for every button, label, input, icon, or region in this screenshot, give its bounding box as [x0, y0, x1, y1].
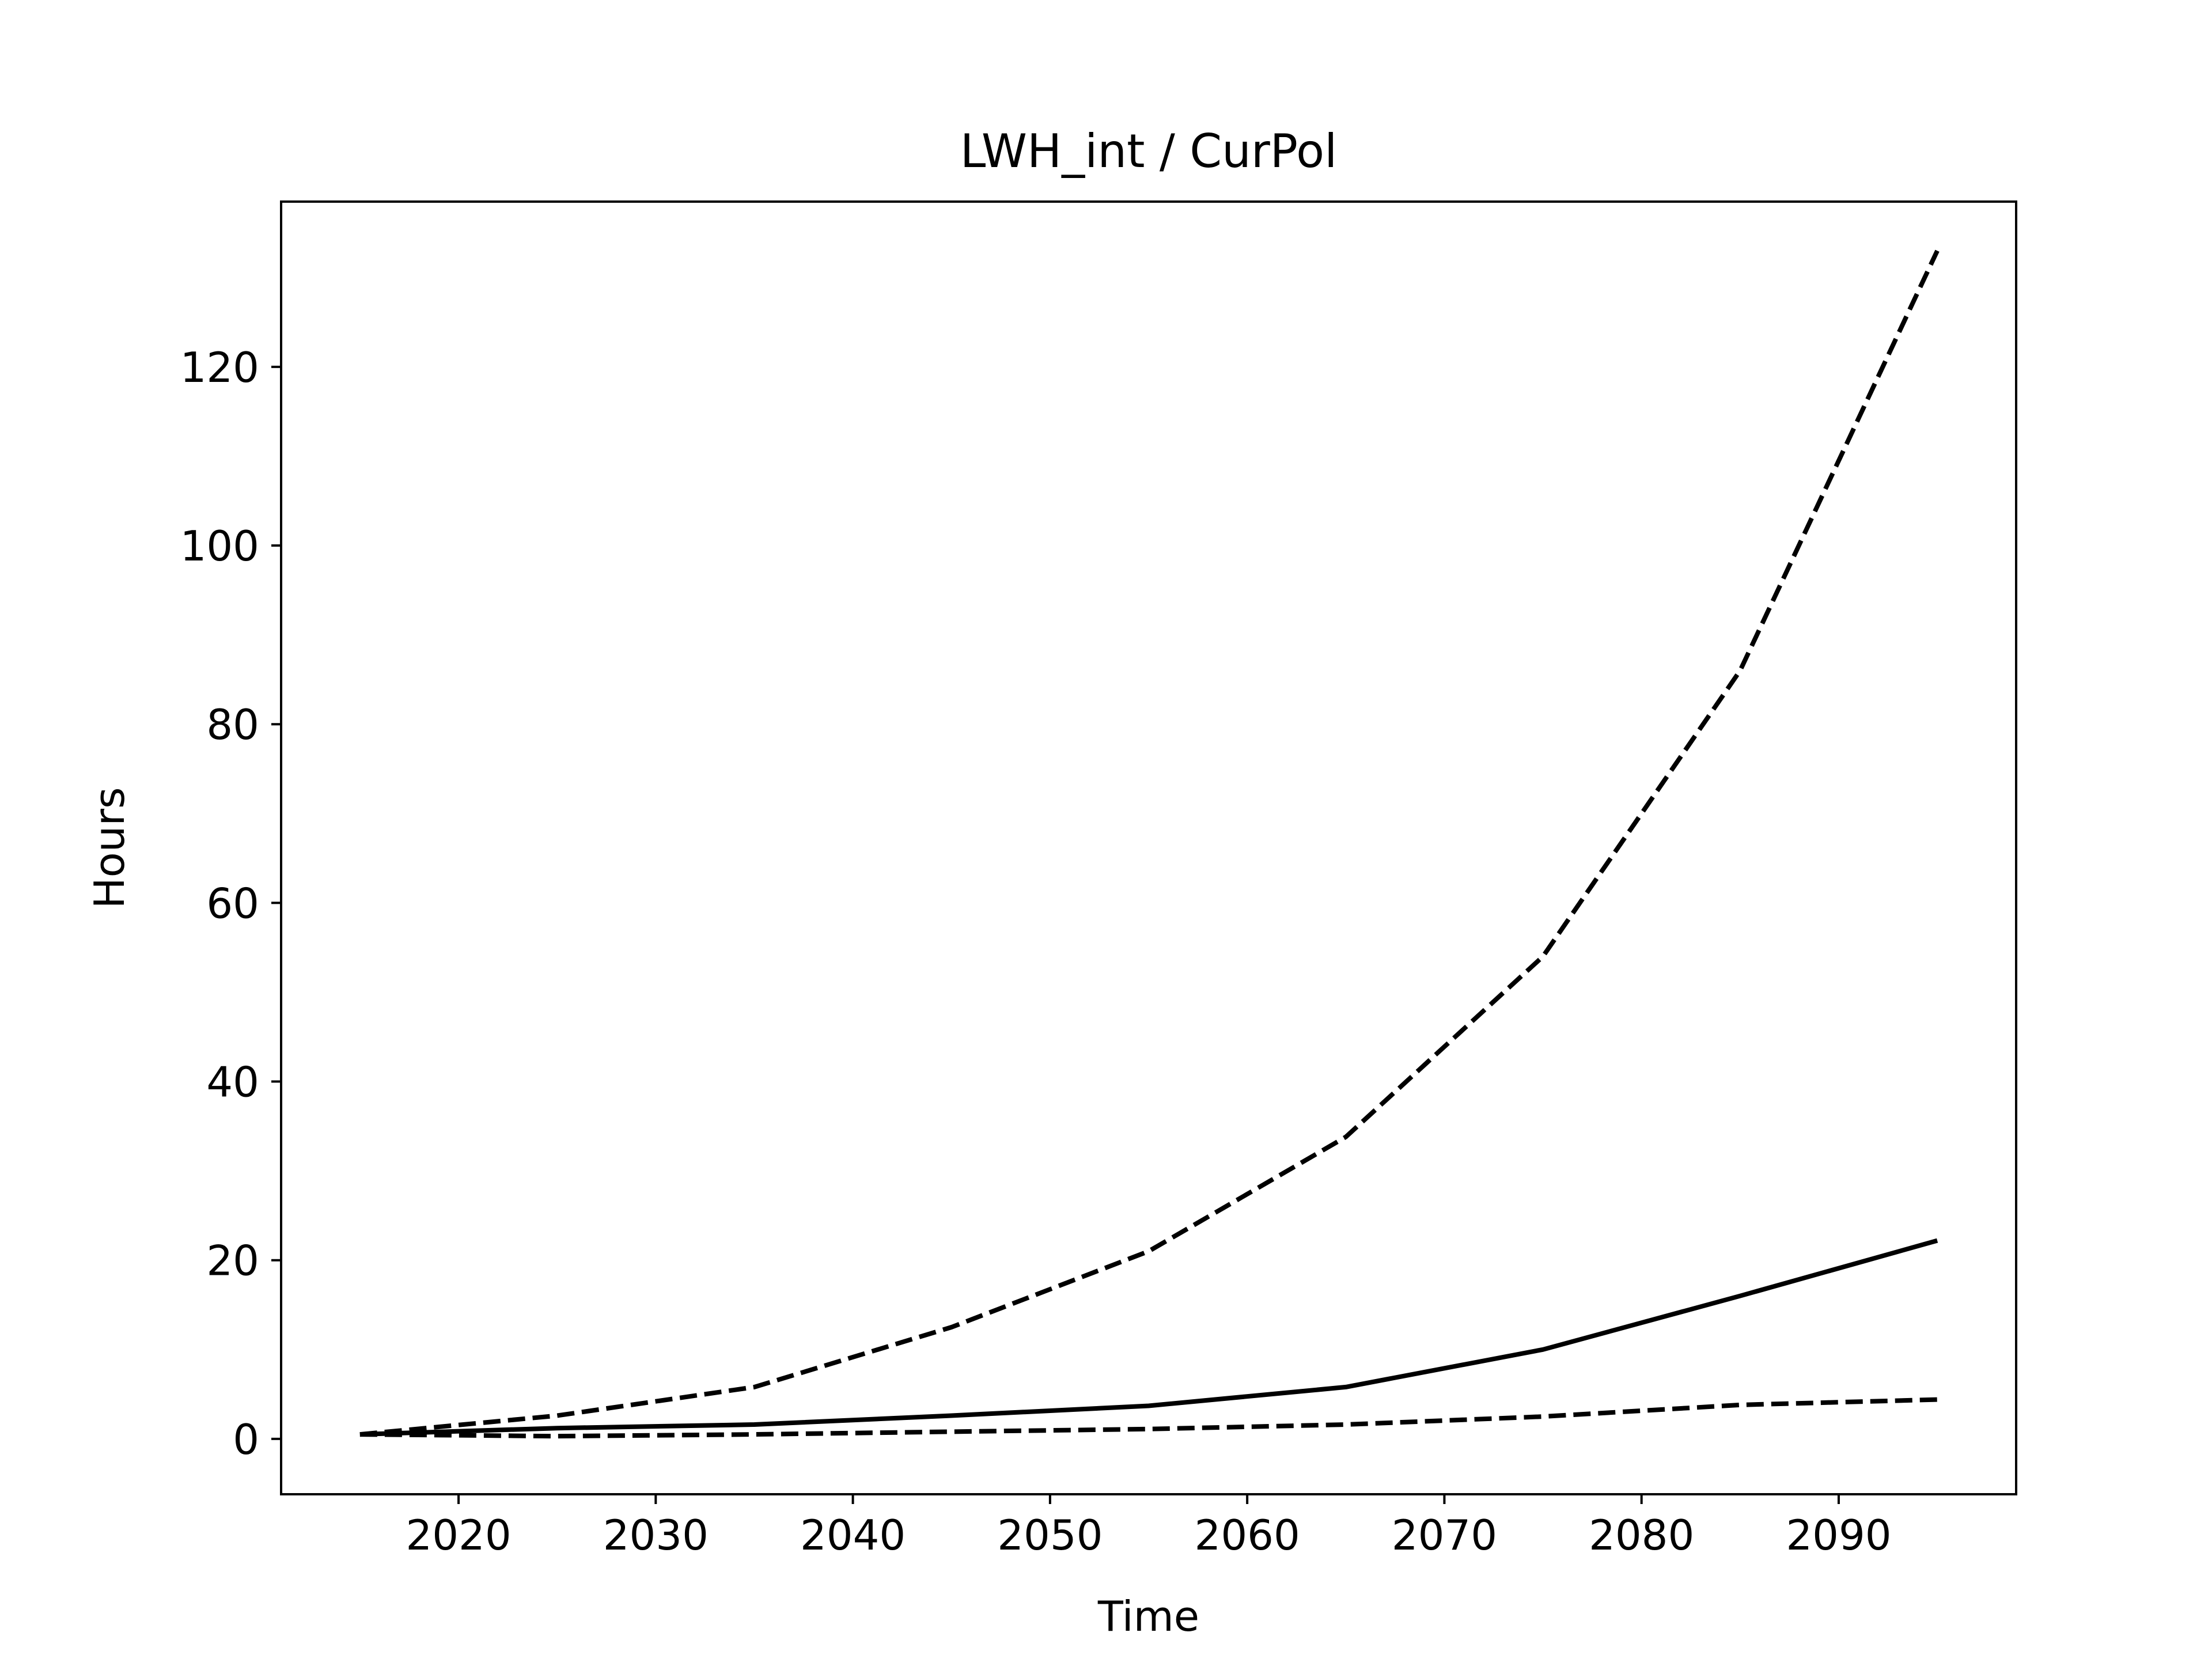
x-tick-label: 2060: [1195, 1511, 1300, 1559]
plot-frame: [280, 200, 2017, 1495]
x-tick-label: 2030: [603, 1511, 709, 1559]
y-tick-label: 120: [180, 343, 259, 392]
x-tick-label: 2090: [1786, 1511, 1891, 1559]
y-axis-label: Hours: [85, 787, 134, 909]
x-tick-label: 2020: [406, 1511, 511, 1559]
x-axis-label: Time: [1097, 1592, 1199, 1641]
x-tick-label: 2050: [997, 1511, 1103, 1559]
x-tick-label: 2040: [800, 1511, 906, 1559]
series-line-2: [359, 1238, 1938, 1437]
series-layer: [359, 249, 1940, 1439]
y-tick-label: 60: [206, 879, 259, 927]
y-tick-label: 100: [180, 522, 259, 570]
y-tick-label: 20: [206, 1237, 259, 1285]
series-line-3: [359, 1397, 1938, 1439]
y-tick-label: 0: [233, 1415, 259, 1464]
x-tick-label: 2070: [1392, 1511, 1497, 1559]
x-tick-label: 2080: [1589, 1511, 1694, 1559]
tick-layer: 2020 2030 2040 2050 2060 2070 2080 209002040608…: [180, 343, 1892, 1559]
y-tick-label: 80: [206, 700, 259, 749]
chart-title: LWH_int / CurPol: [960, 124, 1338, 178]
series-line-1: [359, 249, 1940, 1437]
y-tick-label: 40: [206, 1058, 259, 1107]
